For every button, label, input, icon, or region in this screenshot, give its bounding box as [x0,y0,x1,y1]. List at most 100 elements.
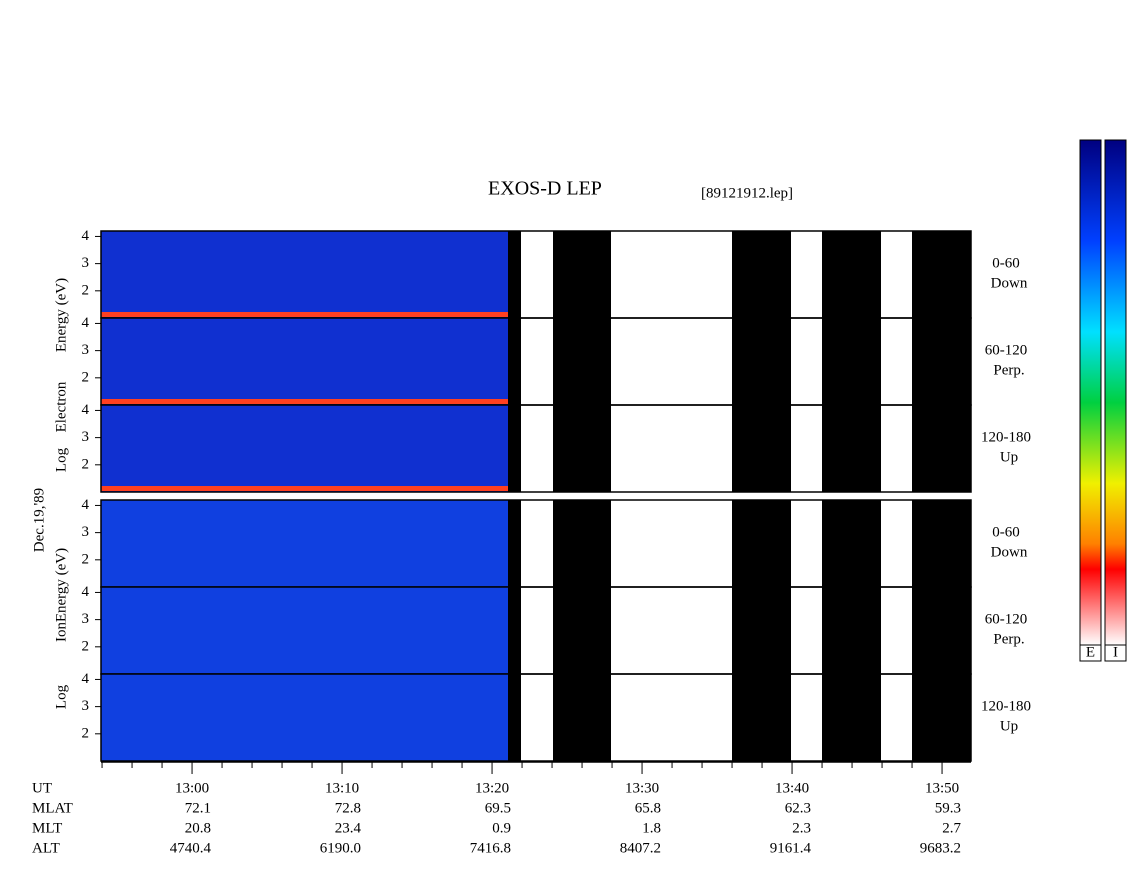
y-tick-label: 2 [82,456,90,472]
orbit-value: 20.8 [185,820,211,836]
orbit-value: 8407.2 [620,840,661,856]
spectrogram [101,318,508,405]
x-tick-label: 13:20 [475,780,509,796]
panel-frame [100,404,972,493]
x-tick-label: 13:00 [175,780,209,796]
data-gap [508,405,521,492]
data-gap [553,231,611,318]
axis-label: Log [53,684,69,709]
data-gap [822,500,881,587]
data-gap [822,231,881,318]
data-gap [553,500,611,587]
y-tick-label: 4 [82,584,90,600]
y-tick-label: 3 [82,611,90,627]
panel-frame [100,673,972,762]
data-gap [553,587,611,674]
panel-angle: 120-180 [981,698,1031,714]
data-gap [553,405,611,492]
data-gap [912,500,971,587]
y-tick-label: 4 [82,671,90,687]
colorbar-label-box [1104,644,1127,662]
spectrogram [101,231,508,318]
title: EXOS-D LEP [488,178,602,200]
y-tick-label: 2 [82,282,90,298]
data-gap [912,318,971,405]
panel-direction: Up [1000,718,1018,734]
orbit-value: 1.8 [642,820,661,836]
x-tick-label: 13:10 [325,780,359,796]
row-label: MLT [32,820,62,836]
data-gap [912,674,971,761]
y-tick-label: 2 [82,551,90,567]
row-label: UT [32,780,52,796]
spectrogram [101,500,508,587]
data-gap [553,674,611,761]
data-gap [912,587,971,674]
y-tick-label: 2 [82,638,90,654]
spectrogram-band [101,486,508,491]
data-gap [822,587,881,674]
axis-label: Energy (eV) [53,548,69,622]
spectrogram [101,674,508,761]
file-name: [89121912.lep] [701,185,793,201]
x-tick-label: 13:30 [625,780,659,796]
axis-label: Log [53,447,69,472]
y-tick-label: 3 [82,524,90,540]
y-tick-label: 4 [82,497,90,513]
colorbar-label: I [1113,644,1118,660]
orbit-value: 6190.0 [320,840,361,856]
axis-label: Energy (eV) [53,278,69,352]
data-gap [553,318,611,405]
row-label: ALT [32,840,60,856]
orbit-value: 62.3 [785,800,811,816]
panel-angle: 0-60 [992,524,1020,540]
spectrogram [101,587,508,674]
orbit-value: 9161.4 [770,840,812,856]
orbit-value: 69.5 [485,800,511,816]
y-tick-label: 4 [82,228,90,244]
y-tick-label: 4 [82,402,90,418]
colorbar-label: E [1086,644,1095,660]
data-gap [822,318,881,405]
data-gap [732,674,791,761]
panel-direction: Down [991,275,1028,291]
panel-angle: 60-120 [985,611,1028,627]
y-tick-label: 3 [82,698,90,714]
data-gap [508,318,521,405]
x-tick-label: 13:40 [775,780,809,796]
y-tick-label: 3 [82,342,90,358]
orbit-value: 23.4 [335,820,362,836]
orbit-value: 2.3 [792,820,811,836]
y-tick-label: 2 [82,725,90,741]
orbit-value: 4740.4 [170,840,212,856]
axis-label: Ion [53,622,69,642]
spectrogram [101,405,508,492]
y-tick-label: 2 [82,369,90,385]
colorbar [1104,139,1127,646]
panel-angle: 120-180 [981,429,1031,445]
data-gap [732,318,791,405]
data-gap [732,405,791,492]
data-gap [732,231,791,318]
data-gap [732,500,791,587]
date: Dec.19,'89 [31,488,47,552]
panel-direction: Up [1000,449,1018,465]
data-gap [822,405,881,492]
axis-label: Electron [53,381,69,432]
data-gap [912,231,971,318]
data-gap [508,500,521,587]
data-gap [732,587,791,674]
panel-angle: 0-60 [992,255,1020,271]
colorbar [1079,139,1102,646]
row-label: MLAT [32,800,73,816]
data-gap [912,405,971,492]
panel-angle: 60-120 [985,342,1028,358]
orbit-value: 65.8 [635,800,661,816]
orbit-value: 0.9 [492,820,511,836]
panel-direction: Perp. [993,362,1024,378]
data-gap [508,587,521,674]
spectrogram-band [101,312,508,317]
orbit-value: 9683.2 [920,840,961,856]
orbit-value: 72.1 [185,800,211,816]
